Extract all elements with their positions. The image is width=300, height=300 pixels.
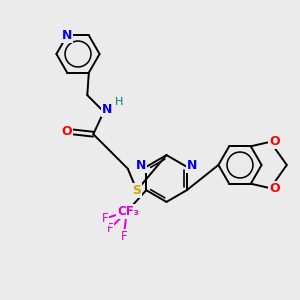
Text: F: F [107,222,113,235]
Text: O: O [269,182,280,195]
Text: N: N [102,103,112,116]
Text: O: O [61,125,72,138]
Text: N: N [62,29,72,42]
Text: F: F [102,212,108,225]
Text: S: S [132,184,141,197]
Text: N: N [187,159,197,172]
Text: H: H [115,97,124,107]
Text: CF₃: CF₃ [117,205,139,218]
Text: O: O [269,135,280,148]
Text: N: N [136,159,146,172]
Text: F: F [120,230,127,243]
